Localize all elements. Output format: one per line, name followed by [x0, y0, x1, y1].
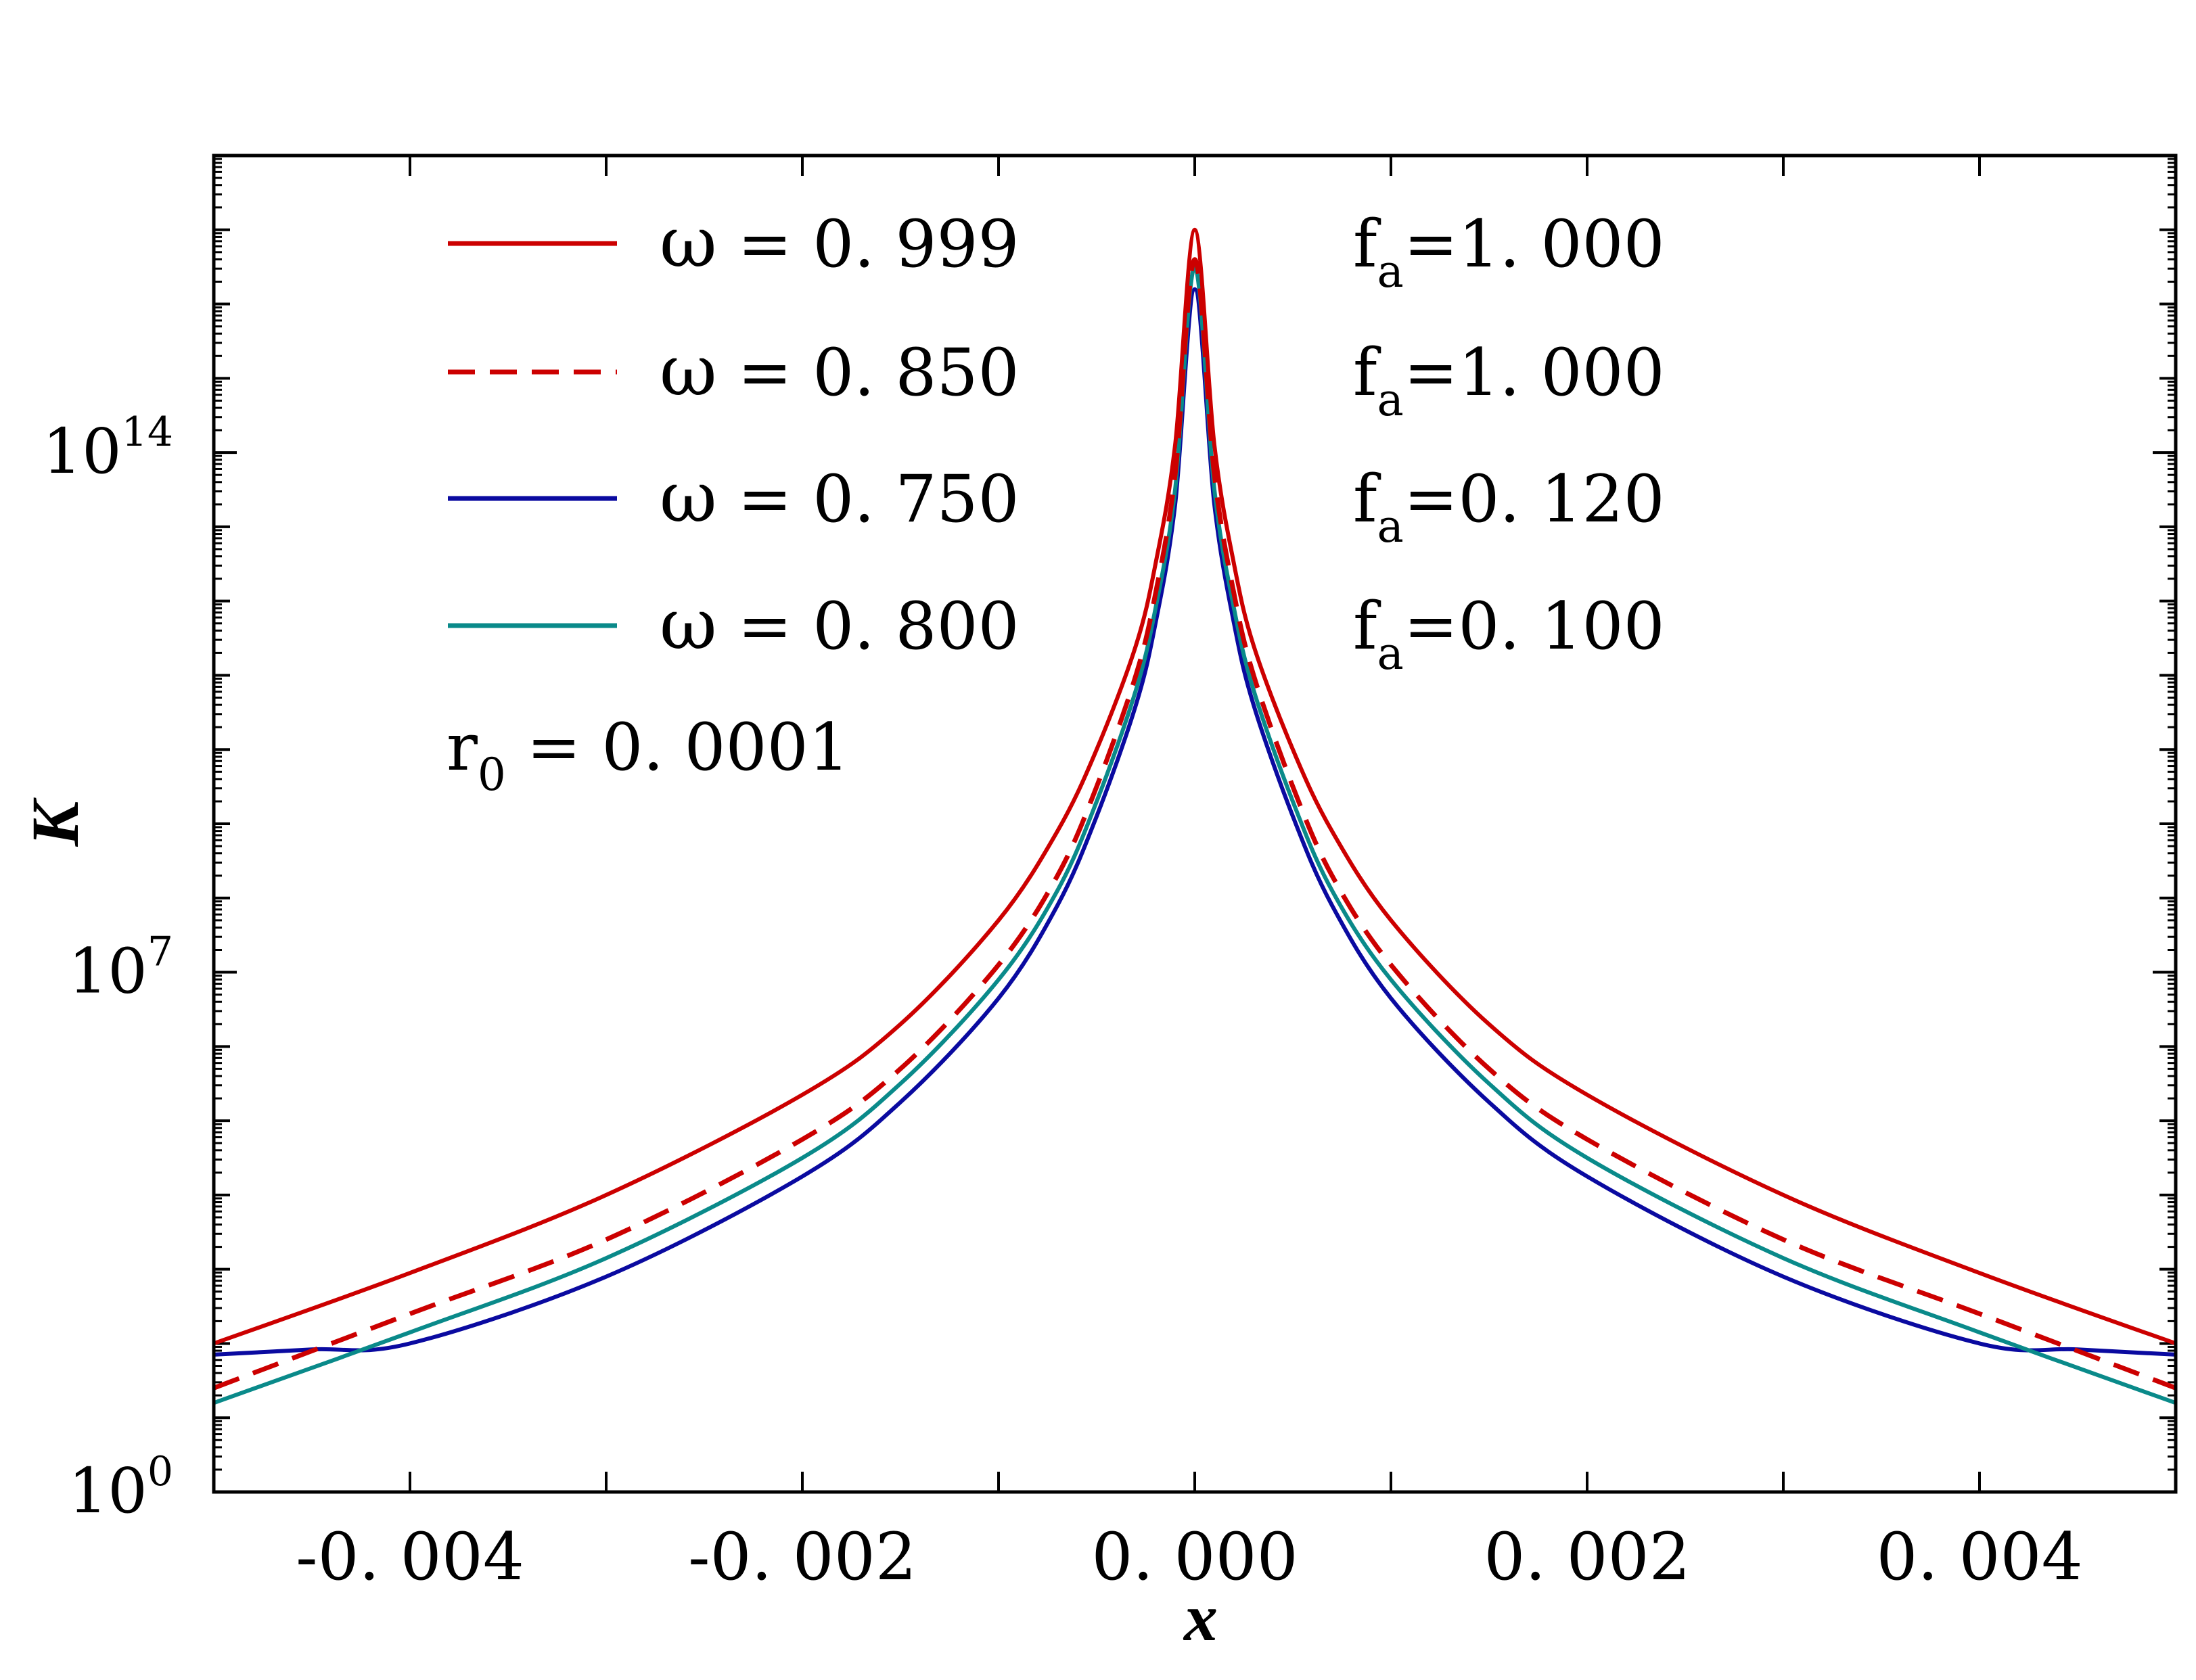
legend-omega-1: ω = 0. 999	[660, 201, 1020, 283]
legend-fa-subscript: a	[1377, 628, 1404, 680]
legend-omega-symbol: ω	[660, 201, 717, 283]
plot-area	[214, 227, 2176, 1405]
legend-fa-subscript: a	[1377, 374, 1404, 426]
legend-fa-value: =1. 000	[1404, 206, 1665, 282]
legend-fa-subscript: a	[1377, 246, 1404, 298]
x-tick-label: 0. 002	[1484, 1519, 1690, 1595]
y-tick-label: 1014	[43, 409, 173, 488]
legend-fa-symbol: f	[1353, 588, 1381, 664]
y-tick-base: 10	[68, 1455, 147, 1527]
y-tick-exponent: 7	[147, 929, 173, 976]
y-tick-label: 100	[68, 1448, 173, 1527]
legend-fa-symbol: f	[1353, 206, 1381, 282]
legend-omega-symbol: ω	[660, 329, 717, 412]
legend-omega-value: = 0. 800	[717, 588, 1020, 664]
annotation-r0: r0 = 0. 0001	[447, 709, 850, 801]
x-tick-label: -0. 004	[296, 1519, 524, 1595]
x-tick-label: 0. 004	[1876, 1519, 2082, 1595]
legend-omega-symbol: ω	[660, 456, 717, 538]
legend-omega-2: ω = 0. 850	[660, 329, 1020, 412]
legend-fa-subscript: a	[1377, 500, 1404, 553]
legend-omega-value: = 0. 750	[717, 461, 1020, 537]
legend-omega-value: = 0. 999	[717, 206, 1020, 282]
series-line-4	[214, 264, 2176, 1405]
annotation-subscript: 0	[478, 749, 506, 801]
series-line-2	[214, 257, 2176, 1391]
y-tick-base: 10	[43, 415, 122, 488]
series-line-3	[214, 287, 2176, 1357]
legend-omega-value: = 0. 850	[717, 335, 1020, 411]
legend-fa-symbol: f	[1353, 335, 1381, 411]
series-line-1	[214, 227, 2176, 1346]
legend-fa-2: fa=1. 000	[1353, 335, 1665, 426]
legend-fa-value: =1. 000	[1404, 335, 1665, 411]
plot-frame	[212, 154, 2178, 1494]
x-tick-labels: -0. 004 -0. 002 0. 000 0. 002 0. 004	[296, 1519, 2083, 1595]
legend-omega-symbol: ω	[660, 583, 717, 666]
x-axis-label: x	[1183, 1580, 1218, 1655]
legend-fa-4: fa=0. 100	[1353, 588, 1665, 680]
y-tick-exponent: 14	[122, 409, 173, 456]
y-tick-base: 10	[68, 935, 147, 1008]
y-tick-label: 107	[68, 929, 173, 1008]
y-tick-exponent: 0	[147, 1448, 173, 1495]
x-tick-label: -0. 002	[688, 1519, 917, 1595]
y-axis-label: K	[18, 797, 93, 847]
series-lines	[214, 227, 2176, 1405]
legend-omega-3: ω = 0. 750	[660, 456, 1020, 538]
legend-fa-3: fa=0. 120	[1353, 461, 1665, 553]
legend-fa-value: =0. 100	[1404, 588, 1665, 664]
annotation-value: = 0. 0001	[506, 709, 850, 785]
annotation-symbol: r	[447, 709, 478, 785]
legend-fa-symbol: f	[1353, 461, 1381, 537]
legend-fa-value: =0. 120	[1404, 461, 1665, 537]
legend-fa-1: fa=1. 000	[1353, 206, 1665, 298]
x-tick-label: 0. 000	[1091, 1519, 1298, 1595]
legend-omega-4: ω = 0. 800	[660, 583, 1020, 666]
